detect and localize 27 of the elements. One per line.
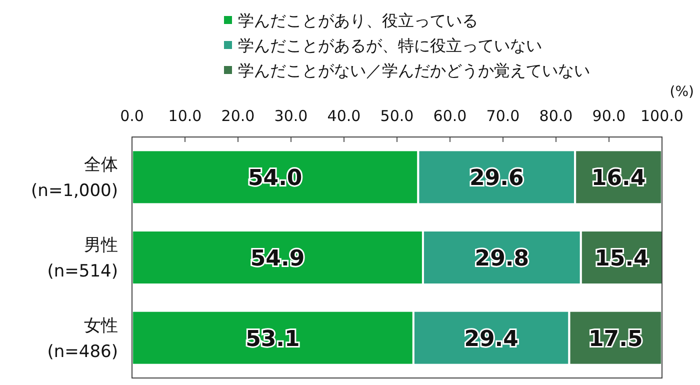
legend-label: 学んだことがあり、役立っている (238, 11, 478, 30)
data-label: 29.6 (470, 166, 524, 192)
x-tick-label: 100.0 (640, 107, 684, 125)
x-tick-label: 40.0 (327, 107, 361, 125)
y-tick-label: 女性 (n=486) (47, 316, 118, 362)
x-tick-label: 20.0 (221, 107, 255, 125)
data-label: 29.4 (464, 326, 518, 352)
x-tick-label: 30.0 (274, 107, 308, 125)
data-label: 29.8 (474, 246, 530, 272)
data-label: 15.4 (594, 246, 649, 272)
x-tick-label: 70.0 (486, 107, 520, 125)
y-tick-label: 男性 (n=514) (47, 236, 118, 282)
x-tick-label: 90.0 (592, 107, 626, 125)
text: (%) (670, 84, 694, 100)
data-label: 54.9 (250, 246, 305, 272)
x-tick-label: 10.0 (168, 107, 202, 125)
x-tick-label: 50.0 (380, 107, 414, 125)
data-label: 16.4 (591, 166, 646, 192)
data-label: 17.5 (588, 326, 643, 352)
y-tick-label: 全体 (n=1,000) (31, 155, 118, 202)
x-tick-label: 60.0 (433, 107, 467, 125)
legend-label: 学んだことがあるが、特に役立っていない (238, 36, 542, 55)
x-tick-label: 80.0 (539, 107, 573, 125)
data-label: 54.0 (248, 166, 302, 192)
legend-label: 学んだことがない／学んだかどうか覚えていない (238, 61, 590, 80)
x-tick-label: 0.0 (120, 107, 144, 125)
data-label: 53.1 (246, 326, 300, 352)
